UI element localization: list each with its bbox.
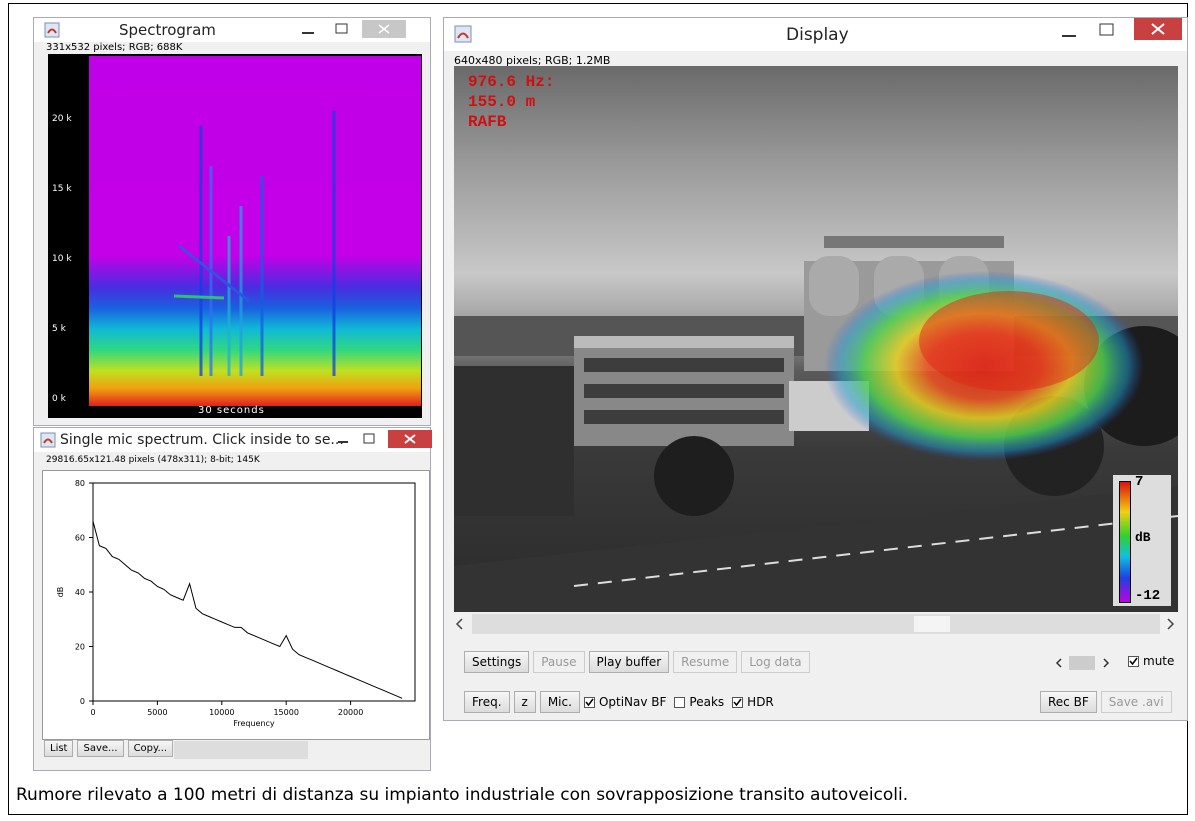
title-bar: Display — [444, 18, 1187, 51]
colorbar: 7 dB -12 — [1113, 475, 1171, 606]
check-path — [1130, 658, 1137, 664]
x-tick-label: 10000 — [209, 708, 234, 717]
check-path — [734, 699, 741, 705]
title-bar: Single mic spectrum. Click inside to se.… — [34, 428, 430, 452]
colorbar-max: 7 — [1135, 475, 1143, 489]
checkbox-label: OptiNav BF — [599, 695, 666, 709]
y-label: 5 k — [52, 324, 66, 334]
scrollbar[interactable] — [454, 614, 1178, 634]
y-tick-label: 20 — [75, 643, 85, 652]
checkbox-box — [674, 697, 685, 708]
overlay-line: 155.0 m — [468, 92, 554, 112]
button[interactable]: Save... — [77, 740, 123, 757]
checkbox-box — [732, 697, 743, 708]
checkbox[interactable]: Peaks — [674, 695, 724, 709]
spectrum-window: Single mic spectrum. Click inside to se.… — [33, 427, 431, 771]
app-icon — [454, 25, 472, 43]
button[interactable]: Play buffer — [589, 651, 670, 673]
y-label: 10 k — [52, 254, 72, 264]
mute-row: mute — [1128, 654, 1182, 668]
button[interactable]: Mic. — [540, 691, 580, 713]
colorbar-gradient — [1119, 481, 1131, 603]
check-path — [586, 699, 593, 705]
checkbox[interactable]: mute — [1128, 654, 1174, 668]
check-mark — [1129, 657, 1138, 666]
y-tick-label: 40 — [75, 588, 85, 597]
app-icon — [44, 22, 60, 38]
x-tick-label: 15000 — [273, 708, 298, 717]
x-tick-label: 5000 — [147, 708, 167, 717]
checkbox-label: Peaks — [689, 695, 724, 709]
caption: Rumore rilevato a 100 metri di distanza … — [16, 785, 908, 805]
scene — [454, 66, 1178, 612]
check-mark — [733, 698, 742, 707]
window-controls[interactable] — [1054, 18, 1184, 42]
y-axis-label: dB — [56, 587, 65, 598]
x-tick-label: 20000 — [338, 708, 363, 717]
app-icon — [40, 432, 56, 448]
button[interactable]: z — [514, 691, 536, 713]
button[interactable]: Log data — [741, 651, 809, 673]
spectrogram-window: Spectrogram 331x532 pixels; RGB; 688K 20… — [33, 17, 431, 426]
button[interactable]: Save .avi — [1101, 691, 1172, 713]
image-info: 331x532 pixels; RGB; 688K — [46, 42, 182, 53]
spectrogram-image: 20 k 15 k 10 k 5 k 0 k 30 seconds — [48, 54, 422, 418]
overlay-line: 976.6 Hz: — [468, 72, 554, 92]
overlay-line: RAFB — [468, 112, 554, 132]
spectrum-plot[interactable]: 0 20 40 60 80 0 5000 10000 15000 20000 Frequency dB — [42, 470, 430, 740]
button[interactable]: Copy... — [128, 740, 173, 757]
checkbox[interactable]: HDR — [732, 695, 774, 709]
x-label: 30 seconds — [198, 405, 265, 416]
y-tick-label: 80 — [75, 479, 85, 488]
window-controls[interactable] — [296, 20, 406, 40]
window-title: Spectrogram — [119, 21, 216, 39]
x-tick-label: 0 — [90, 708, 95, 717]
status-field — [174, 741, 308, 759]
window-title: Display — [786, 25, 849, 45]
spectrum-line — [93, 521, 402, 698]
colorbar-unit: dB — [1135, 531, 1151, 545]
button[interactable]: Settings — [464, 651, 529, 673]
button[interactable]: List — [44, 740, 73, 757]
image-info: 29816.65x121.48 pixels (478x311); 8-bit;… — [46, 455, 260, 465]
y-tick-label: 0 — [80, 697, 85, 706]
y-label: 0 k — [52, 394, 66, 404]
colorbar-min: -12 — [1135, 589, 1160, 603]
y-tick-label: 60 — [75, 534, 85, 543]
checkbox[interactable]: OptiNav BF — [584, 695, 666, 709]
checkbox-label: mute — [1143, 654, 1174, 668]
window-title: Single mic spectrum. Click inside to se.… — [60, 432, 344, 448]
button[interactable]: Rec BF — [1040, 691, 1097, 713]
button[interactable]: Pause — [533, 651, 584, 673]
page: Spectrogram 331x532 pixels; RGB; 688K 20… — [0, 0, 1195, 821]
button[interactable]: Resume — [673, 651, 737, 673]
y-label: 15 k — [52, 184, 72, 194]
plot-frame — [93, 483, 415, 701]
checkbox-box — [584, 697, 595, 708]
y-labels: 20 k 15 k 10 k 5 k 0 k — [52, 54, 86, 418]
window-controls[interactable] — [334, 430, 434, 450]
spectrogram-streaks — [89, 56, 421, 406]
x-axis-label: Frequency — [233, 719, 275, 728]
checkbox-label: HDR — [747, 695, 774, 709]
y-label: 20 k — [52, 114, 72, 124]
title-bar: Spectrogram — [34, 18, 430, 42]
checkbox-box — [1128, 656, 1139, 667]
check-mark — [585, 698, 594, 707]
button[interactable]: Freq. — [464, 691, 510, 713]
small-scroll[interactable] — [1054, 655, 1124, 671]
display-window: Display 640x480 pixels; RGB; 1.2MB — [443, 17, 1188, 721]
